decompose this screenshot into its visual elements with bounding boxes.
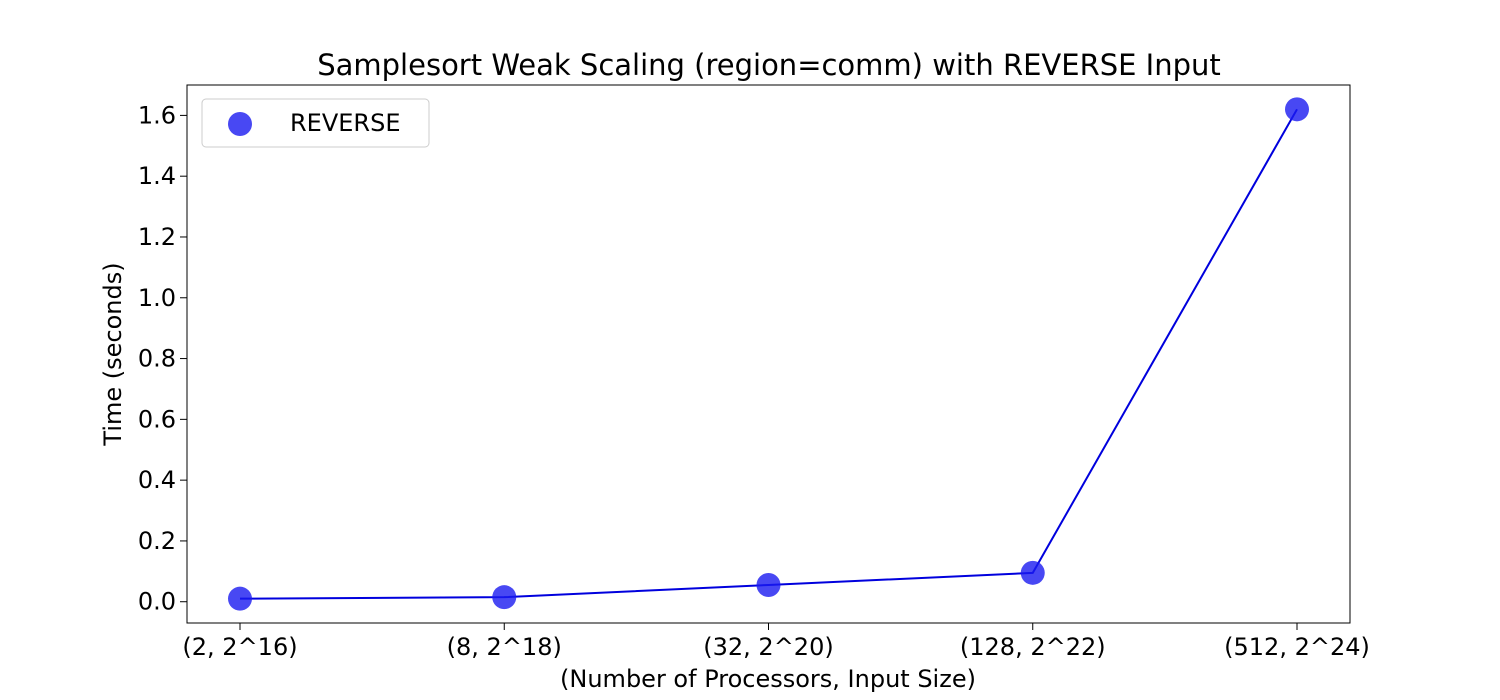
data-point <box>492 585 517 610</box>
y-tick-label: 0.8 <box>138 345 176 373</box>
y-tick-label: 0.0 <box>138 588 176 616</box>
series-layer <box>228 97 1309 611</box>
legend-marker <box>228 112 252 136</box>
y-tick-label: 1.6 <box>138 101 176 129</box>
x-tick-label: (512, 2^24) <box>1224 633 1370 661</box>
x-tick-label: (2, 2^16) <box>182 633 297 661</box>
plot-area <box>186 84 1351 624</box>
legend: REVERSE <box>201 98 430 148</box>
y-tick-label: 1.4 <box>138 162 176 190</box>
legend-label: REVERSE <box>290 109 401 137</box>
y-tick-label: 0.2 <box>138 527 176 555</box>
chart-title: Samplesort Weak Scaling (region=comm) wi… <box>317 48 1221 82</box>
x-tick-label: (8, 2^18) <box>447 633 562 661</box>
x-tick-label: (128, 2^22) <box>960 633 1106 661</box>
data-point <box>1285 97 1309 122</box>
y-tick-label: 1.0 <box>138 284 176 312</box>
y-axis-title: Time (seconds) <box>99 262 127 446</box>
y-tick-label: 0.4 <box>138 466 176 494</box>
x-axis-title: (Number of Processors, Input Size) <box>560 665 976 693</box>
legend-box <box>201 98 430 148</box>
y-axis: 0.0 0.2 0.4 0.6 0.8 1.0 1.2 1.4 1.6 <box>138 101 187 616</box>
x-axis: (2, 2^16) (8, 2^18) (32, 2^20) (128, 2^22) (… <box>182 623 1370 661</box>
x-tick-label: (32, 2^20) <box>703 633 833 661</box>
data-point <box>756 573 781 598</box>
y-tick-label: 0.6 <box>138 405 176 433</box>
data-point <box>228 586 252 611</box>
y-tick-label: 1.2 <box>138 223 176 251</box>
data-point <box>1020 560 1045 585</box>
